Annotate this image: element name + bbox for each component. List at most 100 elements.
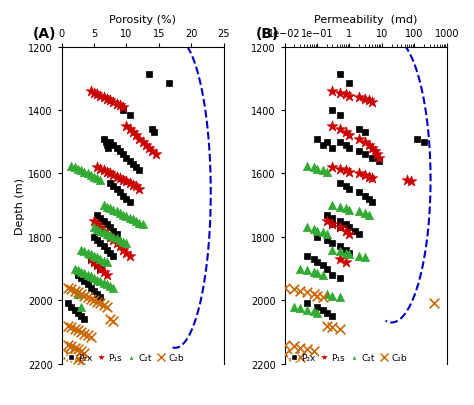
Point [310,291,318,297]
Point [343,183,350,190]
Point [90,259,98,266]
Point [375,155,383,162]
Point [310,308,318,315]
Point [323,169,330,176]
Point [346,93,353,100]
Point [356,171,363,177]
Point [93,222,101,228]
Point [100,302,108,309]
Point [87,273,94,280]
Point [90,297,98,304]
Point [71,326,78,332]
Point [107,250,114,256]
Point [323,212,330,218]
Point [319,168,327,174]
Point [323,139,330,146]
Point [123,155,130,162]
Point [100,202,108,209]
Point [328,89,336,95]
Point [97,93,104,100]
Point [430,301,438,307]
Point [84,171,91,177]
Point [116,149,124,155]
Point [107,316,114,323]
Point [93,299,101,305]
Point [81,316,88,323]
Point [361,130,369,136]
Point [328,272,336,279]
Point [368,199,376,206]
Point [361,255,369,261]
Point [90,234,98,241]
Point [64,301,72,307]
Point [103,96,111,103]
Point [356,209,363,215]
Point [64,285,72,291]
Point [126,126,134,133]
Point [129,182,137,188]
Point [100,269,108,275]
Point [107,171,114,177]
Point [136,220,143,226]
Point [323,237,330,244]
Point [142,142,150,149]
Point [281,341,288,348]
Point [313,310,321,316]
Point [328,222,336,228]
Point [319,294,327,301]
Point [113,101,120,108]
Point [77,291,85,297]
Point [74,291,82,297]
Point [84,294,91,301]
Point [356,190,363,196]
Point [87,89,94,95]
Point [346,81,353,87]
Point [343,247,350,253]
Point [77,275,85,281]
Point [107,283,114,290]
Point [356,95,363,101]
Point [313,304,321,310]
Point [303,253,311,260]
Point [336,326,344,332]
Point [104,145,112,152]
Point [328,313,336,320]
Point [109,173,117,179]
Point [323,218,330,225]
Point [103,272,111,279]
Point [296,266,304,272]
Point [313,234,321,241]
Point [165,81,173,87]
Point [136,168,143,174]
Point [77,313,85,320]
Point [77,357,85,364]
Point [336,218,344,225]
Point [103,247,111,253]
Point [97,224,104,231]
Point [97,294,104,301]
Point [103,222,111,228]
Point [71,354,78,361]
Point [375,158,383,164]
Point [343,130,350,136]
Point [71,307,78,313]
Point [90,174,98,180]
Point [67,304,75,310]
Point [336,275,344,281]
Point [74,346,82,353]
Point [107,224,114,231]
Point [109,228,117,234]
Point [328,215,336,222]
Point [132,164,140,171]
Legend: P₂x, P₁s, C₂t, C₂b: P₂x, P₁s, C₂t, C₂b [289,354,407,362]
Point [113,236,120,242]
Point [371,149,378,155]
Point [126,180,134,187]
Point [343,250,350,256]
Point [328,123,336,130]
Point [420,139,428,146]
Point [313,292,321,299]
Point [100,218,108,225]
Point [74,272,82,279]
Point [126,215,134,222]
